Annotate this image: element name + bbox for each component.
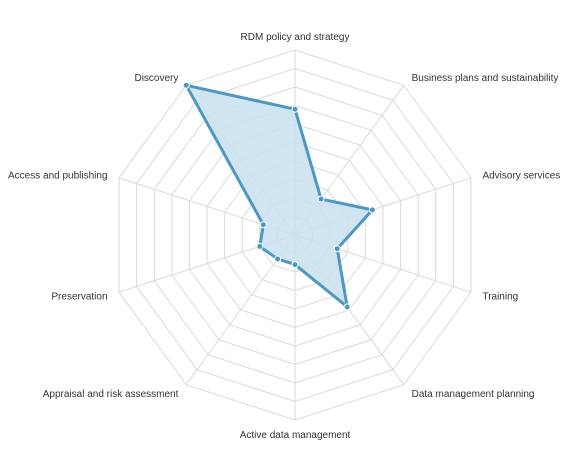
data-point[interactable] <box>291 105 299 113</box>
data-point[interactable] <box>368 206 376 214</box>
data-point[interactable] <box>259 221 267 229</box>
axis-labels: RDM policy and strategy Business plans an… <box>8 32 560 441</box>
axis-label: Business plans and sustainability <box>412 73 559 84</box>
axis-label: Discovery <box>134 73 178 84</box>
radar-series <box>182 81 376 311</box>
axis-label: Training <box>482 291 518 302</box>
axis-label: Appraisal and risk assessment <box>43 389 179 400</box>
data-point[interactable] <box>256 242 264 250</box>
axis-label: Data management planning <box>412 389 535 400</box>
axis-label: Advisory services <box>482 171 560 182</box>
data-point[interactable] <box>274 255 282 263</box>
data-point[interactable] <box>333 245 341 253</box>
axis-label: Access and publishing <box>8 171 108 182</box>
axis-label: Preservation <box>51 291 107 302</box>
data-point[interactable] <box>343 303 351 311</box>
data-point[interactable] <box>291 261 299 269</box>
axis-label: Active data management <box>240 430 351 441</box>
data-point[interactable] <box>182 81 190 89</box>
axis-label: RDM policy and strategy <box>241 32 350 43</box>
data-point[interactable] <box>317 195 325 203</box>
